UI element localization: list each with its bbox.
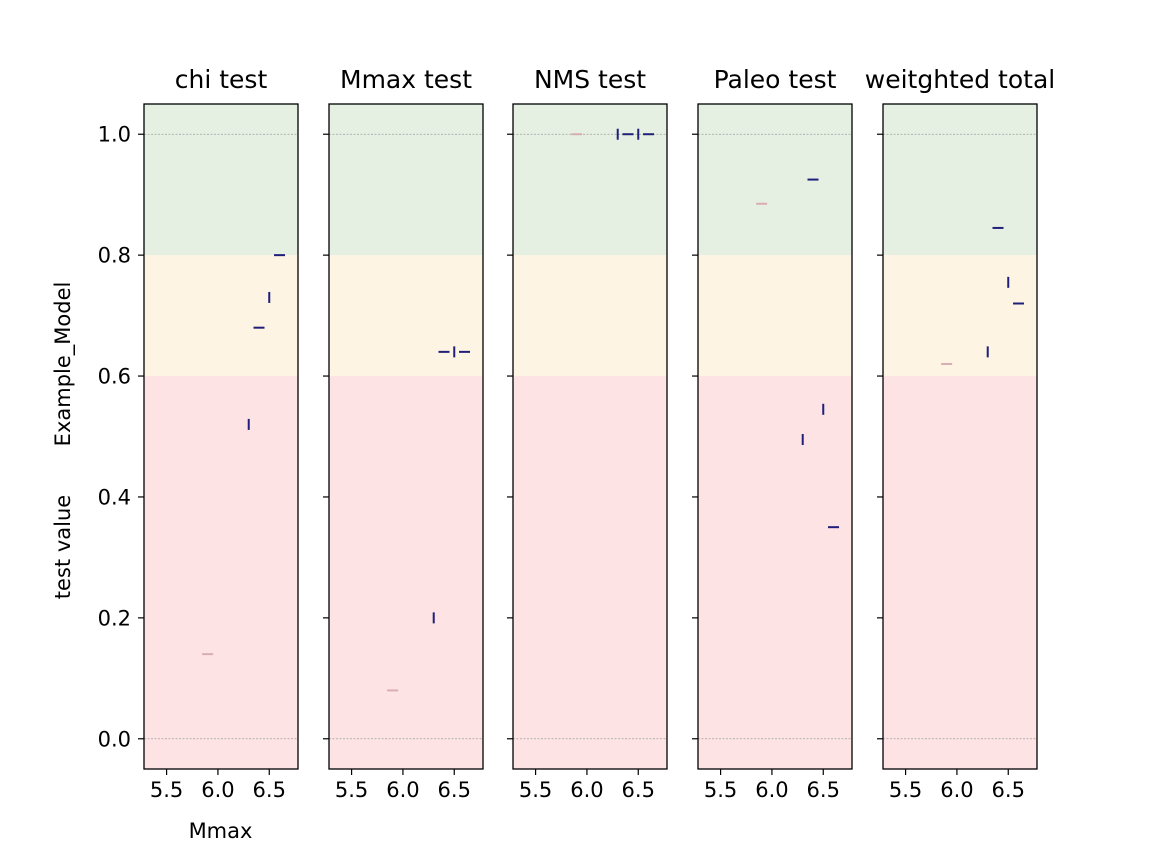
subplot-title: chi test	[175, 65, 268, 94]
band-bad	[329, 376, 483, 769]
y-axis-label-line1: Example_Model	[51, 282, 76, 447]
y-tick-label: 0.8	[98, 244, 131, 268]
x-tick-label: 6.5	[992, 778, 1025, 802]
y-axis-label-line2: test value	[51, 495, 75, 599]
x-axis-label: Mmax	[189, 819, 253, 843]
band-mid	[883, 255, 1037, 377]
x-tick-label: 6.5	[622, 778, 655, 802]
x-tick-label: 5.5	[519, 778, 552, 802]
band-bad	[698, 376, 852, 769]
subplot-5: 5.5 6.0 6.5 weitghted total	[865, 65, 1055, 802]
band-good	[513, 104, 667, 256]
y-tick-label: 0.2	[98, 606, 131, 630]
y-tick-label: 1.0	[98, 123, 131, 147]
x-tick-label: 6.5	[807, 778, 840, 802]
axes-frame	[143, 103, 299, 770]
y-tick-label: 0.6	[98, 365, 131, 389]
band-mid	[144, 255, 298, 377]
x-tick-label: 6.0	[201, 778, 234, 802]
band-mid	[329, 255, 483, 377]
subplot-1: 5.5 6.0 6.5 0.0 0.2 0.4 0.6 0.8 1.0 chi test	[98, 65, 299, 802]
x-tick-label: 6.0	[386, 778, 419, 802]
x-tick-label: 5.5	[704, 778, 737, 802]
axes-frame	[512, 103, 668, 770]
x-tick-label: 5.5	[335, 778, 368, 802]
y-tick-label: 0.0	[98, 727, 131, 751]
band-good	[698, 104, 852, 256]
axes-frame	[882, 103, 1038, 770]
subplot-title: NMS test	[534, 65, 646, 94]
axes-frame	[697, 103, 853, 770]
band-good	[144, 104, 298, 256]
subplot-title: Mmax test	[340, 65, 472, 94]
band-mid	[513, 255, 667, 377]
subplot-grid: 5.5 6.0 6.5 0.0 0.2 0.4 0.6 0.8 1.0 chi test 5.5 6.…	[98, 65, 1056, 802]
subplot-3: 5.5 6.0 6.5 NMS test	[507, 65, 668, 802]
subplot-4: 5.5 6.0 6.5 Paleo test	[692, 65, 853, 802]
x-tick-label: 6.5	[438, 778, 471, 802]
y-tick-label: 0.4	[98, 485, 131, 509]
band-bad	[513, 376, 667, 769]
subplot-title: Paleo test	[714, 65, 837, 94]
x-tick-label: 5.5	[150, 778, 183, 802]
x-tick-label: 6.5	[253, 778, 286, 802]
x-tick-label: 6.0	[755, 778, 788, 802]
x-tick-label: 5.5	[889, 778, 922, 802]
subplot-title: weitghted total	[865, 65, 1055, 94]
axes-frame	[328, 103, 484, 770]
x-tick-label: 6.0	[570, 778, 603, 802]
band-mid	[698, 255, 852, 377]
band-good	[883, 104, 1037, 256]
subplot-2: 5.5 6.0 6.5 Mmax test	[323, 65, 484, 802]
band-bad	[144, 376, 298, 769]
x-tick-label: 6.0	[940, 778, 973, 802]
band-good	[329, 104, 483, 256]
band-bad	[883, 376, 1037, 769]
